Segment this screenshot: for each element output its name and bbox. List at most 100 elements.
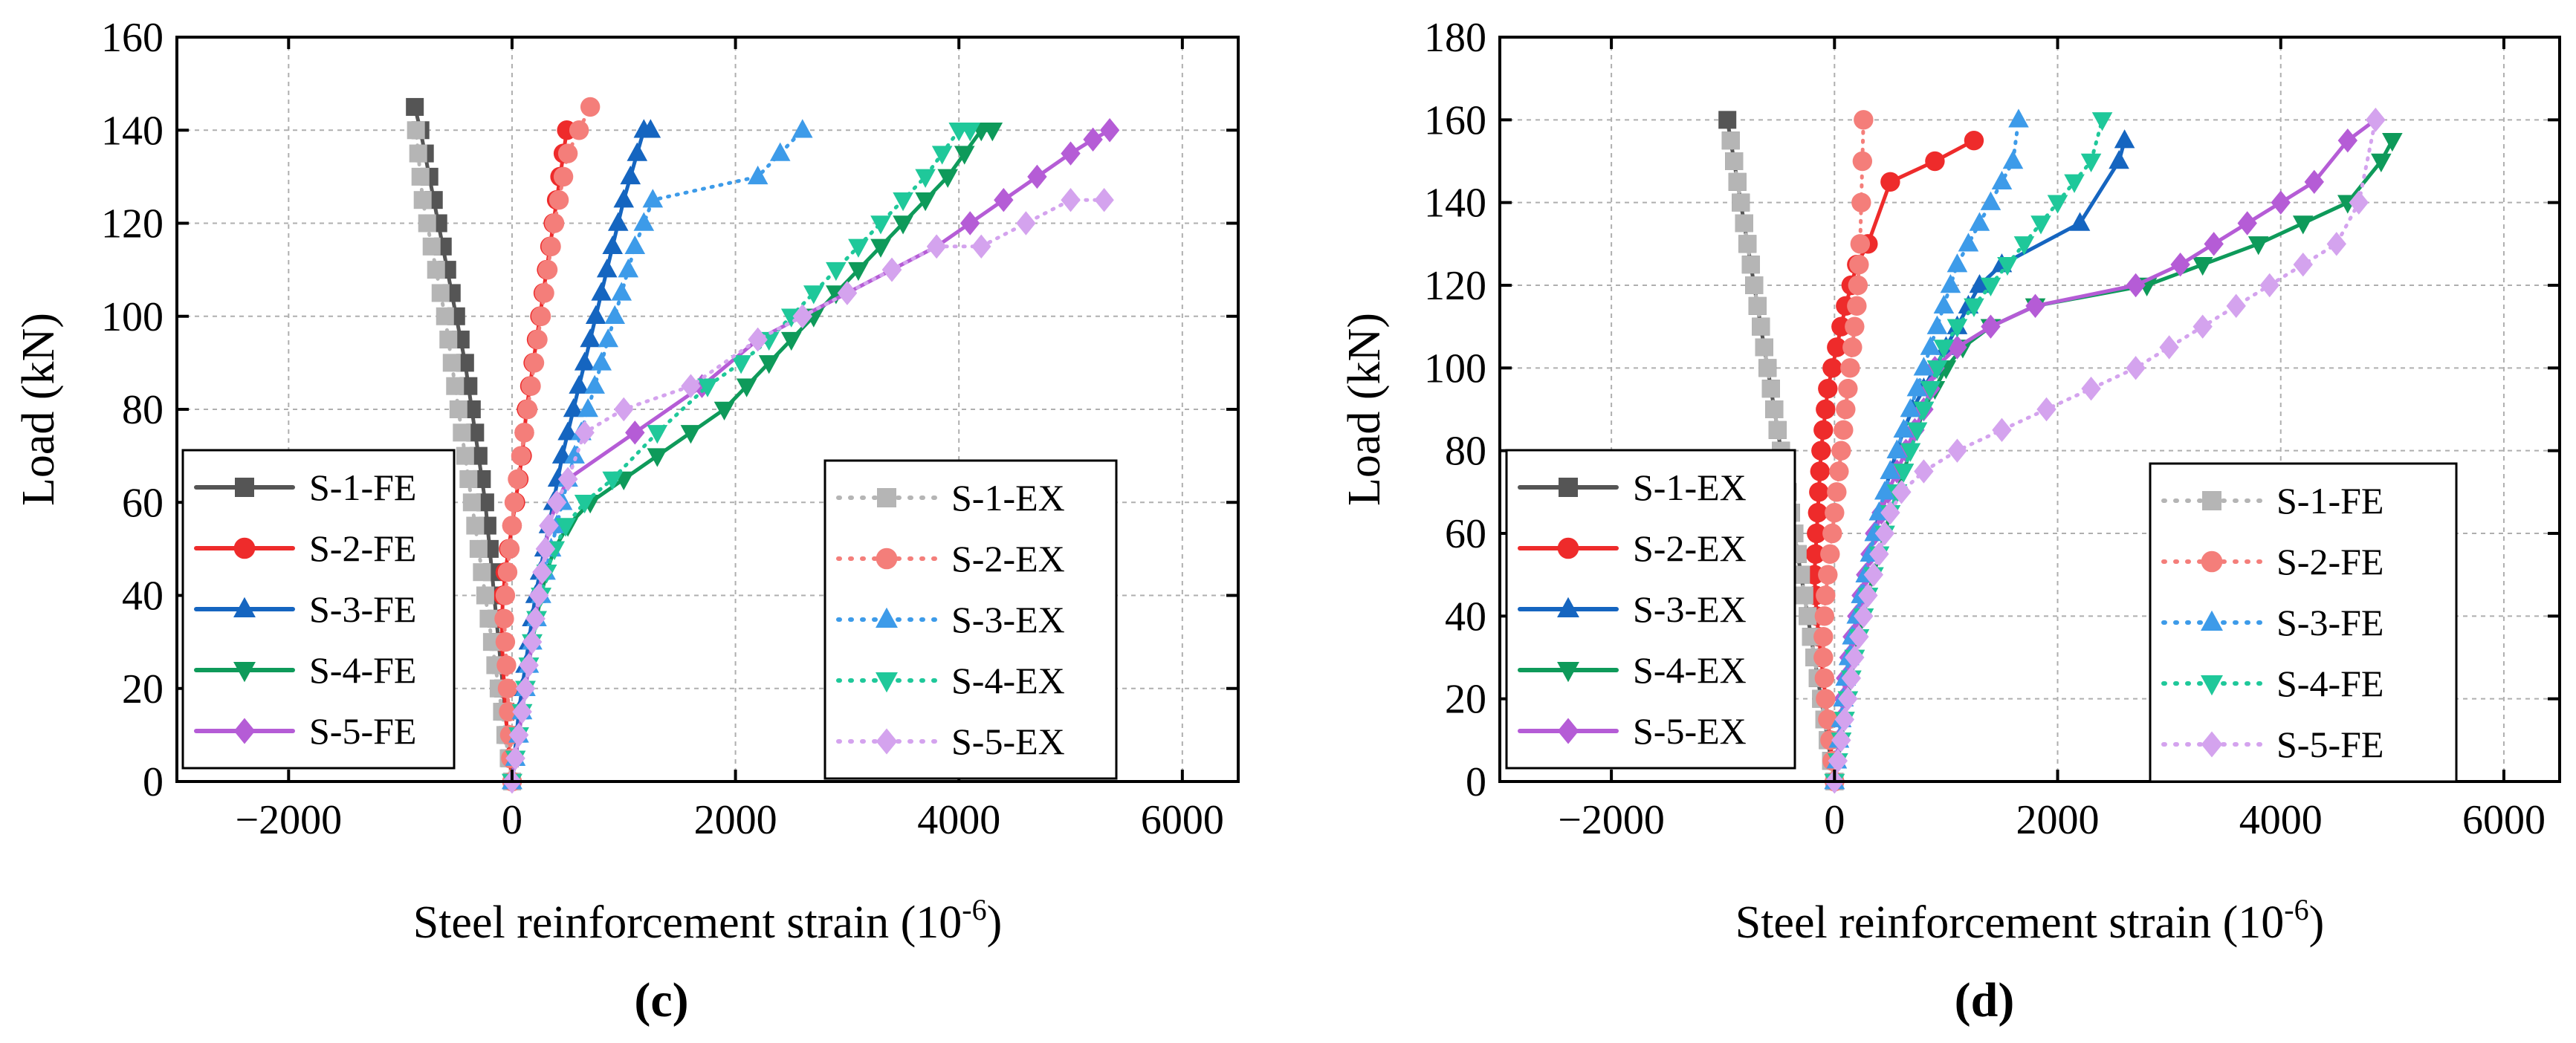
legend-marker xyxy=(876,607,898,628)
data-point xyxy=(1964,130,1984,151)
data-point xyxy=(564,444,585,464)
data-point xyxy=(1947,335,1967,360)
legend-label: S-5-FE xyxy=(2276,724,2384,765)
data-point xyxy=(496,655,517,675)
x-tick-label: −2000 xyxy=(236,797,343,843)
data-point xyxy=(618,259,639,278)
legend-label: S-3-FE xyxy=(309,588,416,630)
data-point xyxy=(680,425,702,444)
data-point xyxy=(1818,565,1838,585)
data-point xyxy=(1840,358,1860,378)
data-point xyxy=(633,212,655,231)
data-point xyxy=(577,398,598,417)
data-point xyxy=(2292,215,2314,235)
data-point xyxy=(1820,544,1840,565)
data-point xyxy=(427,261,445,279)
data-point xyxy=(926,234,947,259)
data-point xyxy=(1969,212,1990,231)
x-tick-label: 4000 xyxy=(2239,797,2323,843)
data-point xyxy=(1061,187,1081,212)
data-point xyxy=(1822,523,1842,544)
data-point xyxy=(1933,339,1955,359)
data-point xyxy=(1969,274,1990,293)
data-point xyxy=(1099,118,1120,143)
data-point xyxy=(1886,439,1908,458)
legend-left: S-1-FE S-2-FE S-3-FE S-4-FE S-5-FE xyxy=(181,449,456,770)
data-point xyxy=(2271,190,2291,215)
data-point xyxy=(442,354,461,372)
data-point xyxy=(620,165,641,185)
data-point xyxy=(436,307,454,325)
legend-label: S-4-EX xyxy=(1633,649,1747,691)
data-point xyxy=(557,143,578,163)
data-point xyxy=(459,469,478,488)
y-tick-label: 140 xyxy=(101,108,164,154)
data-point xyxy=(602,471,624,490)
data-point xyxy=(1813,420,1834,441)
data-point xyxy=(525,606,546,631)
data-point xyxy=(502,516,522,536)
data-point xyxy=(1816,585,1836,605)
data-point xyxy=(1745,276,1764,294)
data-point xyxy=(1880,500,1900,525)
data-point xyxy=(508,469,528,490)
data-point xyxy=(2069,212,2091,231)
data-point xyxy=(731,355,751,374)
data-point xyxy=(1850,234,1871,254)
data-point xyxy=(1811,441,1831,461)
data-point xyxy=(1858,583,1878,608)
data-point xyxy=(1845,645,1865,670)
legend-label: S-2-EX xyxy=(1633,527,1747,569)
data-point xyxy=(915,192,936,212)
data-point xyxy=(1880,460,1901,479)
data-point xyxy=(539,513,559,538)
y-tick-label: 120 xyxy=(1424,263,1486,309)
data-point xyxy=(544,213,565,233)
data-point xyxy=(769,142,791,161)
y-tick-label: 0 xyxy=(1466,759,1486,805)
legend-label: S-5-EX xyxy=(1633,710,1747,752)
data-point xyxy=(1980,191,2001,210)
data-point xyxy=(1755,338,1773,357)
data-point xyxy=(537,259,558,280)
data-point xyxy=(1735,214,1753,233)
data-point xyxy=(870,215,891,235)
data-point xyxy=(2204,232,2224,256)
legend-marker xyxy=(233,661,256,683)
data-point xyxy=(495,585,516,605)
data-point xyxy=(585,305,606,324)
data-point xyxy=(1991,170,2013,190)
data-point xyxy=(574,351,595,371)
data-point xyxy=(1810,461,1831,481)
y-tick-label: 180 xyxy=(1424,15,1486,61)
data-point xyxy=(1732,193,1750,212)
data-point xyxy=(1061,141,1081,166)
plot-frame xyxy=(1498,36,2561,783)
legend-label: S-2-FE xyxy=(309,527,416,569)
data-point xyxy=(1725,152,1744,170)
data-point xyxy=(1920,380,1941,400)
data-point xyxy=(893,192,913,212)
legend-label: S-3-EX xyxy=(951,599,1065,640)
data-point xyxy=(1981,314,2001,339)
data-point xyxy=(2114,129,2135,149)
legend-label: S-2-EX xyxy=(951,538,1065,579)
data-point xyxy=(462,493,481,512)
data-point xyxy=(1841,666,1862,691)
data-point xyxy=(602,235,624,255)
legend-label: S-3-EX xyxy=(1633,588,1747,630)
data-point xyxy=(2304,169,2324,195)
data-point xyxy=(681,374,701,398)
y-tick-label: 160 xyxy=(1424,97,1486,143)
data-point xyxy=(574,495,595,514)
data-point xyxy=(1728,172,1747,191)
series-line xyxy=(502,105,592,784)
x-tick-label: 0 xyxy=(1824,797,1845,843)
data-point xyxy=(2091,112,2113,131)
data-point xyxy=(2008,108,2029,128)
data-point xyxy=(406,97,424,116)
data-point xyxy=(1814,668,1835,689)
data-point xyxy=(505,746,525,770)
data-point xyxy=(1946,319,1968,338)
data-point xyxy=(1816,399,1836,420)
